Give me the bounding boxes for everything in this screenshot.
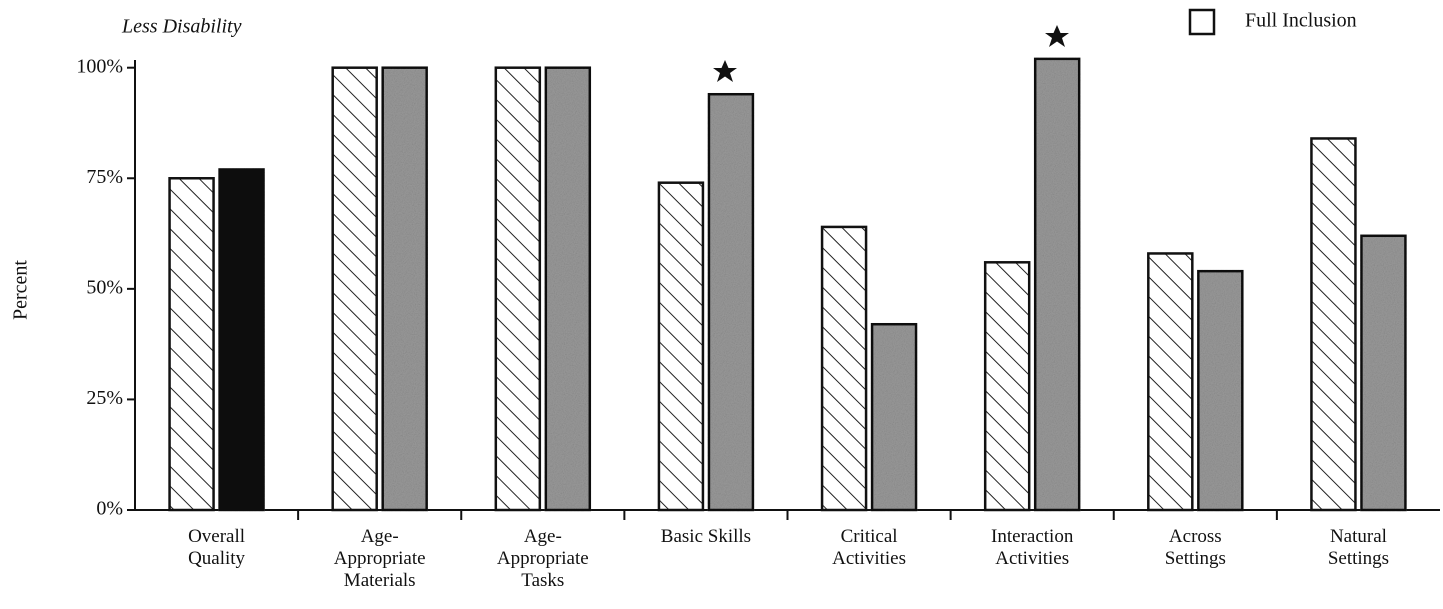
x-tick-label: Age- Appropriate Tasks	[496, 526, 589, 591]
significance-star	[713, 60, 737, 82]
bar	[1360, 234, 1407, 512]
bar	[544, 66, 592, 512]
bar	[707, 92, 755, 512]
bar	[168, 177, 215, 512]
bar	[870, 322, 918, 512]
significance-star	[1045, 25, 1069, 47]
y-axis-label: Percent	[10, 260, 32, 320]
x-tick-label: Overall Quality	[188, 526, 246, 569]
legend-label: Full Inclusion	[1245, 10, 1357, 32]
x-tick-label: Critical Activities	[832, 526, 906, 569]
bar	[1147, 252, 1194, 512]
y-tick-label: 0%	[96, 498, 123, 520]
bar	[331, 66, 378, 512]
bar	[983, 261, 1031, 512]
x-tick-label: Interaction Activities	[991, 526, 1074, 569]
y-tick-label: 75%	[86, 166, 123, 188]
y-tick-label: 50%	[86, 276, 123, 298]
x-tick-label: Age- Appropriate Materials	[333, 526, 426, 591]
bar	[1197, 269, 1244, 512]
bar	[494, 66, 542, 512]
bar	[820, 225, 868, 512]
bar	[381, 66, 428, 512]
chart-title: Less Disability	[121, 16, 242, 38]
legend-swatch	[1188, 8, 1216, 36]
bar	[218, 168, 265, 512]
x-tick-label: Across Settings	[1164, 526, 1226, 569]
y-tick-label: 25%	[86, 387, 123, 409]
bar	[1033, 57, 1081, 512]
bar	[657, 181, 705, 512]
y-tick-label: 100%	[76, 55, 123, 77]
x-tick-label: Natural Settings	[1327, 526, 1390, 569]
x-tick-label: Basic Skills	[660, 526, 752, 547]
bar	[1310, 137, 1357, 512]
